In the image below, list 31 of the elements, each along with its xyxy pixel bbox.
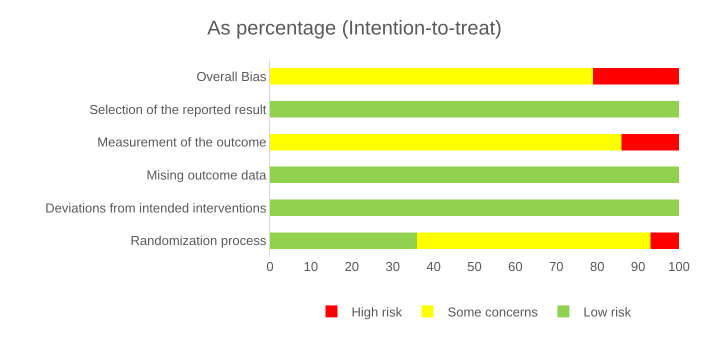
x-tick-label: 10	[304, 259, 318, 274]
legend-label: High risk	[352, 304, 403, 320]
bar	[270, 101, 679, 118]
x-tick-label: 60	[508, 259, 523, 274]
x-tick-label: 50	[467, 259, 482, 274]
x-tick-label: 70	[549, 259, 564, 274]
y-tick-label: Mising outcome data	[146, 167, 268, 182]
legend-label: Some concerns	[448, 304, 538, 320]
bar	[650, 232, 679, 249]
y-tick-label: Selection of the reported result	[89, 102, 267, 117]
y-tick-label: Randomization process	[130, 233, 267, 248]
x-tick-label: 90	[630, 259, 646, 274]
x-tick-label: 40	[426, 259, 441, 274]
bar	[622, 134, 679, 150]
x-tick-label: 100	[668, 259, 690, 274]
x-tick-label: 30	[385, 259, 400, 274]
bar	[270, 68, 594, 85]
y-tick-label: Measurement of the outcome	[97, 134, 266, 150]
bar	[593, 68, 679, 85]
y-tick-label: Deviations from intended interventions	[45, 200, 267, 216]
bar	[270, 200, 679, 216]
y-tick-label: Overall Bias	[196, 68, 267, 84]
chart-title: As percentage (Intention-to-treat)	[207, 17, 502, 40]
x-tick-label: 0	[266, 259, 274, 274]
bar	[270, 134, 622, 150]
legend-label: Low risk	[583, 304, 632, 320]
x-tick-label: 20	[344, 259, 360, 274]
bar	[270, 166, 679, 184]
x-tick-label: 80	[590, 259, 604, 274]
bar	[270, 232, 418, 249]
bar	[417, 232, 650, 249]
